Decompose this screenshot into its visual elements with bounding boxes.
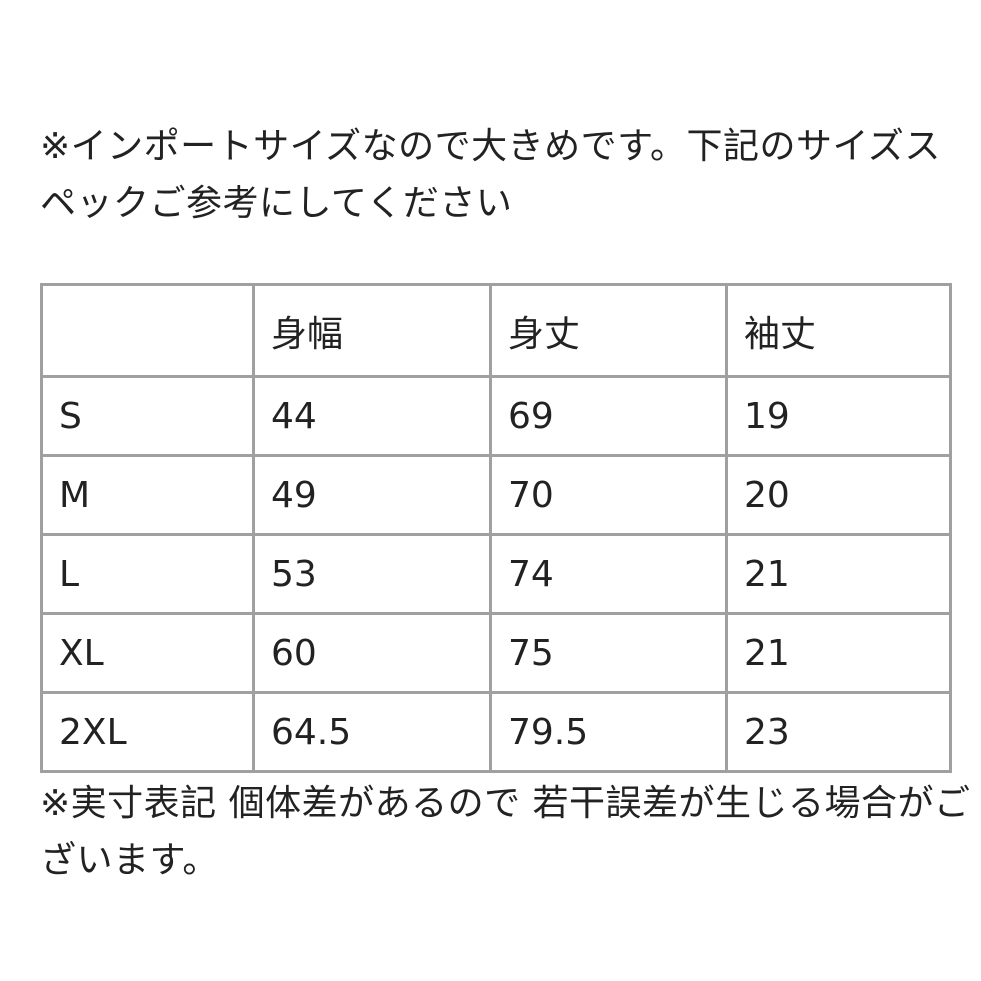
value-cell: 75 [489, 612, 728, 694]
size-table: 身幅 身丈 袖丈 S 44 69 19 M 49 70 20 L 53 74 2… [40, 283, 952, 773]
value-cell: 70 [489, 454, 728, 536]
value-cell: 74 [489, 533, 728, 615]
disclaimer-note: ※実寸表記 個体差があるので 若干誤差が生じる場合がございます。 [40, 783, 971, 881]
value-cell: 64.5 [252, 691, 492, 773]
size-cell: L [40, 533, 255, 615]
table-row: L 53 74 21 [40, 533, 952, 615]
value-cell: 60 [252, 612, 492, 694]
value-cell: 21 [725, 533, 952, 615]
header-cell: 身幅 [252, 283, 492, 378]
table-row: S 44 69 19 [40, 375, 952, 457]
value-cell: 20 [725, 454, 952, 536]
value-cell: 79.5 [489, 691, 728, 773]
table-row: 2XL 64.5 79.5 23 [40, 691, 952, 773]
value-cell: 44 [252, 375, 492, 457]
header-cell [40, 283, 255, 378]
size-cell: XL [40, 612, 255, 694]
size-cell: S [40, 375, 255, 457]
value-cell: 53 [252, 533, 492, 615]
value-cell: 49 [252, 454, 492, 536]
value-cell: 69 [489, 375, 728, 457]
table-header-row: 身幅 身丈 袖丈 [40, 283, 952, 378]
intro-note: ※インポートサイズなので大きめです。下記のサイズスペックご参考にしてください [40, 126, 941, 224]
table-row: M 49 70 20 [40, 454, 952, 536]
size-cell: M [40, 454, 255, 536]
value-cell: 21 [725, 612, 952, 694]
table-row: XL 60 75 21 [40, 612, 952, 694]
header-cell: 袖丈 [725, 283, 952, 378]
size-cell: 2XL [40, 691, 255, 773]
value-cell: 19 [725, 375, 952, 457]
header-cell: 身丈 [489, 283, 728, 378]
value-cell: 23 [725, 691, 952, 773]
